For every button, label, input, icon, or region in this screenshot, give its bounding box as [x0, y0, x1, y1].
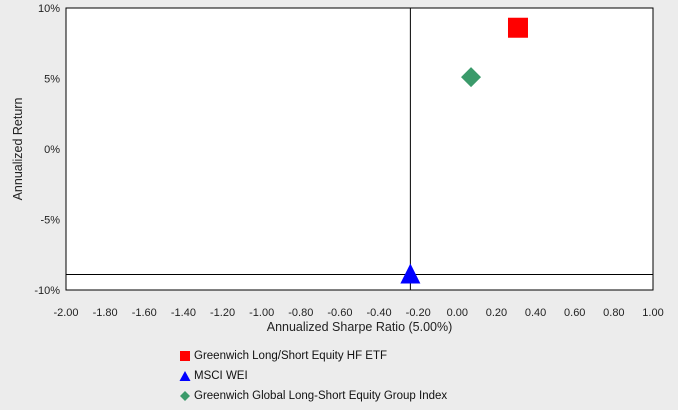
x-tick-label: -1.80 — [93, 307, 118, 319]
x-axis-label: Annualized Sharpe Ratio (5.00%) — [267, 320, 453, 334]
y-axis-label: Annualized Return — [11, 98, 25, 201]
x-tick-label: 0.00 — [447, 307, 468, 319]
legend-item: Greenwich Long/Short Equity HF ETF — [178, 346, 447, 366]
y-axis-ticks: 10% 5% 0% -5% -10% — [34, 3, 60, 297]
x-tick-label: -1.40 — [171, 307, 196, 319]
y-tick-label: 10% — [38, 3, 60, 15]
x-tick-label: -0.20 — [406, 307, 431, 319]
x-tick-label: -0.40 — [367, 307, 392, 319]
data-point-diamond — [461, 67, 482, 88]
y-tick-label: -10% — [34, 285, 60, 297]
y-tick-label: 0% — [44, 144, 60, 156]
x-tick-label: 0.40 — [525, 307, 546, 319]
y-tick-label: -5% — [40, 215, 60, 227]
x-axis-ticks: -2.00 -1.80 -1.60 -1.40 -1.20 -1.00 -0.80 -0.60… — [53, 307, 663, 319]
plot-area — [65, 7, 654, 291]
legend-label: Greenwich Long/Short Equity HF ETF — [194, 350, 388, 362]
data-points — [400, 17, 528, 284]
x-tick-label: 0.60 — [564, 307, 585, 319]
data-point-square — [507, 17, 528, 38]
data-point-triangle — [400, 263, 421, 284]
x-tick-label: -1.60 — [132, 307, 157, 319]
x-tick-label: -2.00 — [53, 307, 78, 319]
y-tick-label: 5% — [44, 74, 60, 86]
x-tick-label: 0.20 — [486, 307, 507, 319]
legend-label: Greenwich Global Long-Short Equity Group… — [194, 390, 448, 402]
red-square-icon — [178, 350, 192, 362]
green-diamond-icon — [178, 390, 192, 402]
legend: Greenwich Long/Short Equity HF ETF MSCI … — [178, 346, 447, 406]
x-tick-label: 1.00 — [642, 307, 663, 319]
x-tick-label: -0.60 — [327, 307, 352, 319]
x-tick-label: 0.80 — [603, 307, 624, 319]
legend-item: Greenwich Global Long-Short Equity Group… — [178, 386, 447, 406]
x-tick-label: -1.20 — [210, 307, 235, 319]
blue-triangle-icon — [178, 370, 192, 382]
x-tick-label: -0.80 — [288, 307, 313, 319]
reference-lines — [66, 8, 653, 290]
chart-svg: -2.00 -1.80 -1.60 -1.40 -1.20 -1.00 -0.80 -0.60… — [11, 3, 664, 334]
legend-label: MSCI WEI — [194, 370, 248, 382]
x-tick-label: -1.00 — [249, 307, 274, 319]
legend-item: MSCI WEI — [178, 366, 447, 386]
